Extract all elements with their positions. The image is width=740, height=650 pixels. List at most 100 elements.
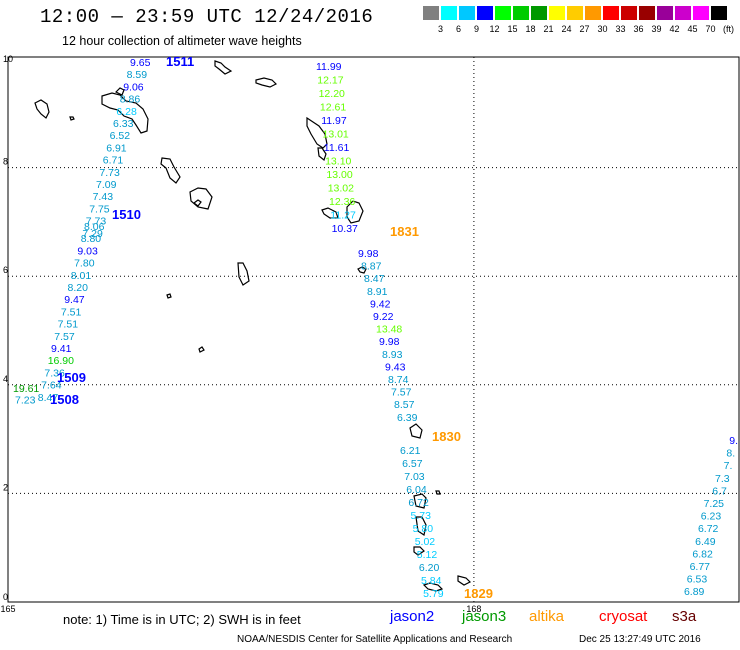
island-outline — [321, 207, 339, 219]
wave-height-value: 13.48 — [376, 324, 402, 336]
colorbar-label: 6 — [455, 24, 461, 34]
colorbar-cell — [567, 6, 584, 20]
wave-height-value: 6.33 — [113, 118, 134, 130]
wave-height-value: 6.04 — [406, 484, 427, 496]
island-outline — [114, 87, 125, 96]
colorbar-cell — [531, 6, 548, 20]
colorbar-cell — [495, 6, 512, 20]
island-outline — [306, 116, 328, 149]
wave-height-value: 8.06 — [84, 221, 105, 233]
island-outline — [457, 575, 472, 586]
wave-height-value: 8.91 — [367, 286, 388, 298]
colorbar-cell — [675, 6, 692, 20]
wave-height-value: 5.79 — [423, 588, 444, 600]
wave-height-value: 7.36 — [44, 367, 65, 379]
map-frame — [7, 56, 740, 603]
x-tick-label: 168 — [466, 604, 481, 614]
colorbar-label: 36 — [633, 24, 644, 34]
wave-height-value: 9.22 — [373, 311, 394, 323]
island-outline — [255, 77, 278, 88]
track-edge: 9.8.7.7.36.77.256.236.726.496.826.776.53… — [684, 435, 738, 598]
colorbar-label: (ft) — [723, 24, 734, 34]
y-tick-label: 2 — [3, 482, 8, 492]
wave-height-value: 7.57 — [391, 387, 412, 399]
wave-height-value: 5.73 — [411, 510, 432, 522]
wave-height-value: 8.74 — [388, 374, 409, 386]
colorbar-label: 24 — [561, 24, 572, 34]
wave-height-value: 19.61 — [13, 383, 39, 395]
island-outline — [409, 423, 423, 439]
island-outline — [346, 200, 364, 224]
wave-height-value: 8.59 — [127, 69, 148, 81]
track-1510: 8.068.809.037.808.018.209.477.517.517.57… — [38, 207, 141, 404]
wave-height-value: 7.80 — [74, 258, 95, 270]
wave-height-value: 7.51 — [61, 306, 82, 318]
wave-height-value: 7.23 — [15, 395, 36, 407]
orbit-id-label: 1508 — [50, 392, 79, 407]
wave-height-value: 7.09 — [96, 179, 117, 191]
colorbar-cell — [477, 6, 494, 20]
colorbar-label: 45 — [687, 24, 698, 34]
colorbar-label: 3 — [437, 24, 443, 34]
legend-jason2: jason2 — [390, 608, 435, 625]
wave-height-value: 7.73 — [99, 167, 120, 179]
colorbar-label: 30 — [597, 24, 608, 34]
wave-height-value: 7.57 — [54, 331, 75, 343]
y-tick-label: 8 — [3, 157, 8, 167]
track-1511: 9.658.599.068.866.286.336.526.916.717.73… — [82, 54, 194, 240]
orbit-id-label: 1511 — [166, 54, 194, 69]
colorbar-cell — [423, 6, 440, 20]
wave-height-value: 5.02 — [415, 536, 436, 548]
wave-height-value: 6.53 — [687, 574, 708, 586]
wave-height-value: 13.02 — [328, 183, 354, 195]
wave-height-value: 7.51 — [58, 319, 79, 331]
wave-height-value: 13.01 — [323, 129, 349, 141]
wave-height-value: 6.71 — [103, 155, 124, 167]
wave-height-value: 12.61 — [320, 102, 346, 114]
track-1509: 19.617.23 1509 — [13, 370, 86, 407]
wave-height-value: 9.98 — [379, 336, 400, 348]
wave-height-value: 7.3 — [715, 473, 730, 485]
wave-height-value: 9.98 — [358, 248, 379, 260]
island-outline — [189, 187, 213, 210]
colorbar-cell — [441, 6, 458, 20]
wave-height-value: 9.43 — [385, 361, 406, 373]
colorbar-label: 39 — [651, 24, 662, 34]
track-values: 9.658.599.068.866.286.336.526.916.717.73… — [13, 54, 738, 601]
wave-height-value: 8.80 — [81, 233, 102, 245]
wave-height-value: 11.97 — [321, 115, 347, 127]
track-1508: 1508 — [50, 392, 79, 407]
colorbar-cell — [549, 6, 566, 20]
wave-height-value: 12.36 — [329, 196, 355, 208]
island-outline — [357, 266, 367, 274]
colorbar-cell — [711, 6, 728, 20]
wave-height-value: 9.65 — [130, 57, 151, 69]
wave-height-value: 6.20 — [419, 562, 440, 574]
wave-height-value: 6.39 — [397, 412, 418, 424]
legend-jason3: jason3 — [462, 608, 507, 625]
wave-height-value: 6.28 — [116, 106, 137, 118]
y-tick-label: 10 — [3, 54, 13, 64]
colorbar-label: 21 — [543, 24, 554, 34]
wave-height-value: 10.37 — [332, 223, 358, 235]
track-1830: 9.988.878.478.919.429.2213.489.988.939.4… — [358, 248, 461, 444]
island-outline — [34, 99, 50, 119]
wave-height-value: 6.77 — [690, 561, 711, 573]
units-note: note: 1) Time is in UTC; 2) SWH is in fe… — [63, 612, 301, 627]
colorbar-cell — [639, 6, 656, 20]
map-subtitle: 12 hour collection of altimeter wave hei… — [62, 34, 302, 48]
wave-height-value: 6.89 — [684, 586, 705, 598]
wave-height-value: 8.87 — [361, 261, 382, 273]
wave-height-value: 6.82 — [692, 548, 713, 560]
orbit-id-label: 1831 — [390, 224, 419, 239]
x-tick-label: 165 — [0, 604, 15, 614]
wave-height-value: 9.47 — [64, 294, 85, 306]
colorbar-label: 18 — [525, 24, 536, 34]
colorbar-cell — [657, 6, 674, 20]
colorbar-label: 70 — [705, 24, 716, 34]
wave-height-value: 9.42 — [370, 298, 391, 310]
legend-s3a: s3a — [672, 608, 697, 625]
wave-height-value: 7.64 — [41, 380, 62, 392]
footer-credit: NOAA/NESDIS Center for Satellite Applica… — [237, 634, 513, 645]
